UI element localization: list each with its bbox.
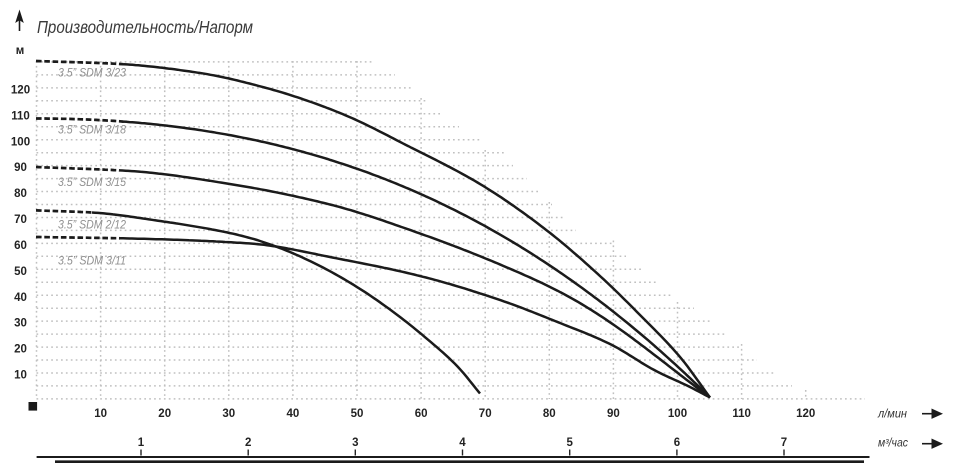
svg-text:м: м [16, 45, 25, 57]
svg-text:10: 10 [14, 370, 27, 382]
svg-text:10: 10 [94, 408, 107, 420]
svg-text:7: 7 [781, 437, 787, 449]
svg-text:110: 110 [732, 408, 751, 420]
svg-text:1: 1 [138, 437, 145, 449]
svg-text:40: 40 [14, 292, 27, 304]
svg-text:20: 20 [158, 408, 171, 420]
svg-text:4: 4 [459, 437, 466, 449]
svg-text:70: 70 [14, 214, 27, 226]
svg-text:л/мин: л/мин [877, 409, 908, 421]
svg-text:м³/час: м³/час [878, 438, 908, 450]
svg-text:90: 90 [607, 408, 620, 420]
svg-text:50: 50 [14, 266, 27, 278]
svg-text:70: 70 [479, 408, 492, 420]
svg-text:60: 60 [14, 240, 27, 252]
svg-text:30: 30 [222, 408, 235, 420]
svg-text:Производительность/Напорм: Производительность/Напорм [37, 17, 253, 37]
svg-text:80: 80 [14, 188, 27, 200]
svg-text:3.5” SDM 3/18: 3.5” SDM 3/18 [58, 123, 126, 137]
svg-text:110: 110 [11, 110, 30, 122]
svg-text:80: 80 [543, 408, 556, 420]
svg-text:3: 3 [352, 437, 358, 449]
svg-text:20: 20 [14, 344, 27, 356]
svg-text:5: 5 [566, 437, 573, 449]
svg-text:3.5” SDM 3/15: 3.5” SDM 3/15 [58, 175, 126, 189]
svg-text:120: 120 [11, 85, 30, 97]
svg-text:100: 100 [668, 408, 687, 420]
svg-text:3.5” SDM 3/23: 3.5” SDM 3/23 [58, 66, 126, 80]
svg-text:2: 2 [245, 437, 251, 449]
svg-text:3.5” SDM 3/11: 3.5” SDM 3/11 [58, 254, 126, 268]
svg-text:40: 40 [287, 408, 300, 420]
svg-text:3.5” SDM 2/12: 3.5” SDM 2/12 [58, 218, 126, 232]
svg-text:100: 100 [11, 136, 30, 148]
svg-text:120: 120 [796, 408, 815, 420]
svg-text:6: 6 [674, 437, 680, 449]
svg-text:50: 50 [351, 408, 364, 420]
svg-text:60: 60 [415, 408, 428, 420]
svg-text:90: 90 [14, 162, 27, 174]
svg-text:30: 30 [14, 318, 27, 330]
